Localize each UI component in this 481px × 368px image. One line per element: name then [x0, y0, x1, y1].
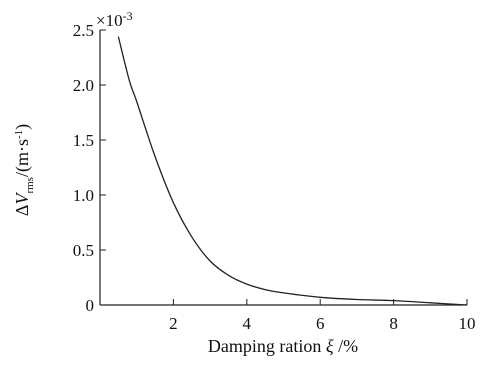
- x-axis-label-prefix: Damping ration: [208, 336, 326, 356]
- y-axis-label-delta: Δ: [12, 205, 32, 217]
- y-tick-label: 1.5: [73, 131, 94, 150]
- x-tick-label: 6: [316, 314, 325, 333]
- y-axis-label: ΔVrms/(m·s-1): [12, 124, 36, 216]
- x-axis-label: Damping ration ξ /%: [208, 336, 358, 356]
- x-ticks: 2 4 6 8 10: [169, 299, 476, 333]
- y-axis-label-unit-suffix: ): [12, 124, 33, 130]
- y-tick-label: 0: [86, 296, 95, 315]
- x-tick-label: 8: [389, 314, 398, 333]
- y-axis-label-sub: rms: [24, 177, 36, 194]
- x-tick-label: 2: [169, 314, 178, 333]
- series-group: [117, 36, 468, 306]
- y-multiplier-base: ×10: [96, 11, 123, 30]
- y-tick-label: 1.0: [73, 186, 94, 205]
- y-tick-label: 2.5: [73, 21, 94, 40]
- x-axis-label-symbol: ξ: [326, 336, 334, 356]
- y-multiplier-label: ×10-3: [96, 9, 133, 30]
- y-multiplier-exponent: -3: [123, 9, 133, 23]
- y-tick-label: 2.0: [73, 76, 94, 95]
- x-axis-label-suffix: /%: [334, 336, 359, 356]
- y-tick-label: 0.5: [73, 241, 94, 260]
- y-axis-label-unit-exp: -1: [13, 130, 25, 139]
- y-axis-label-var: V: [12, 192, 32, 205]
- y-ticks: 0 0.5 1.0 1.5 2.0 2.5: [73, 21, 106, 315]
- x-tick-label: 10: [459, 314, 476, 333]
- series-line: [117, 36, 468, 306]
- y-axis-label-unit-prefix: /(m·s: [12, 139, 33, 177]
- x-tick-label: 4: [243, 314, 252, 333]
